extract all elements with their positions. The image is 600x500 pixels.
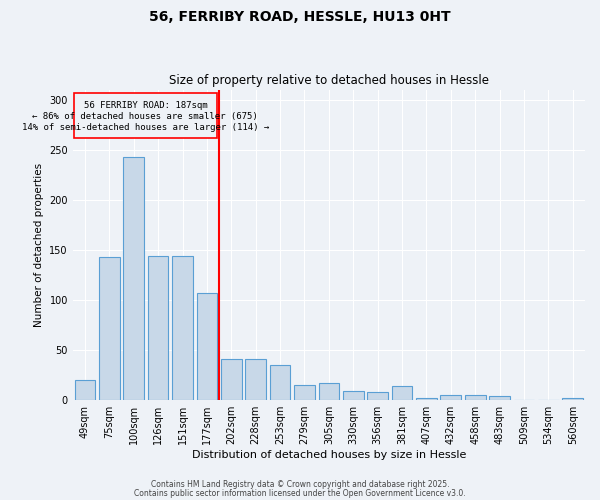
Bar [367,392,388,400]
Bar [221,359,242,400]
Bar [416,398,437,400]
Bar [74,380,95,400]
Bar [294,385,315,400]
Bar [172,256,193,400]
Text: Contains public sector information licensed under the Open Government Licence v3: Contains public sector information licen… [134,490,466,498]
Bar [392,386,412,400]
FancyBboxPatch shape [74,92,217,138]
Bar [245,359,266,400]
Bar [562,398,583,400]
Y-axis label: Number of detached properties: Number of detached properties [34,163,44,327]
Text: 14% of semi-detached houses are larger (114) →: 14% of semi-detached houses are larger (… [22,122,269,132]
Text: 56 FERRIBY ROAD: 187sqm: 56 FERRIBY ROAD: 187sqm [83,100,207,110]
Text: 56, FERRIBY ROAD, HESSLE, HU13 0HT: 56, FERRIBY ROAD, HESSLE, HU13 0HT [149,10,451,24]
Text: Contains HM Land Registry data © Crown copyright and database right 2025.: Contains HM Land Registry data © Crown c… [151,480,449,489]
Text: ← 86% of detached houses are smaller (675): ← 86% of detached houses are smaller (67… [32,112,258,120]
Bar [440,395,461,400]
Bar [489,396,510,400]
Bar [99,257,120,400]
Bar [197,293,217,400]
Bar [270,365,290,400]
Bar [148,256,169,400]
Bar [124,156,144,400]
Bar [319,383,339,400]
Bar [343,391,364,400]
Bar [465,395,485,400]
Title: Size of property relative to detached houses in Hessle: Size of property relative to detached ho… [169,74,489,87]
X-axis label: Distribution of detached houses by size in Hessle: Distribution of detached houses by size … [191,450,466,460]
